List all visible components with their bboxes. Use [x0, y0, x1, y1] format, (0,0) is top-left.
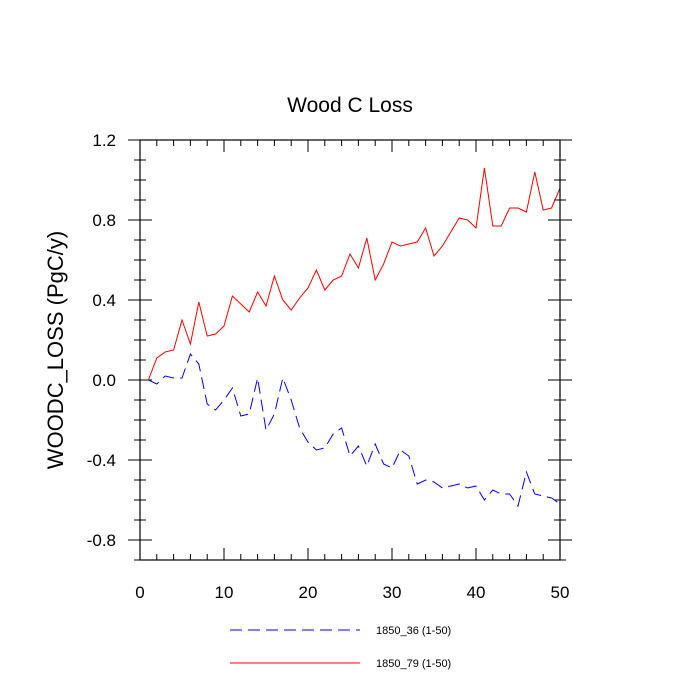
chart-title: Wood C Loss [287, 94, 413, 117]
plot-frame [139, 139, 561, 561]
x-tick-label: 0 [135, 583, 144, 602]
legend-label-1: 1850_36 (1-50) [376, 625, 451, 637]
y-tick-label: 0.0 [92, 371, 116, 390]
y-tick-label: 0.4 [92, 291, 116, 310]
legend-label-2: 1850_79 (1-50) [376, 658, 451, 670]
y-axis-label: WOODC_LOSS (PgC/y) [43, 231, 68, 469]
y-tick-label: 1.2 [92, 131, 116, 150]
series-line-1 [148, 353, 561, 508]
y-tick-label: -0.4 [87, 451, 116, 470]
y-tick-label: 0.8 [92, 211, 116, 230]
x-tick-label: 40 [467, 583, 486, 602]
series-lines [147, 167, 561, 508]
y-tick-label: -0.8 [87, 531, 116, 550]
series-line-2 [147, 167, 561, 381]
x-tick-label: 30 [383, 583, 402, 602]
x-tick-label: 10 [215, 583, 234, 602]
x-tick-label: 50 [551, 583, 570, 602]
tick-labels: 0 10 20 30 40 50 -0.8 -0.4 0.0 0.4 0.8 1.2 [87, 131, 570, 602]
x-tick-label: 20 [299, 583, 318, 602]
legend: 1850_36 (1-50) 1850_79 (1-50) [230, 625, 451, 670]
axes-ticks [128, 139, 572, 561]
